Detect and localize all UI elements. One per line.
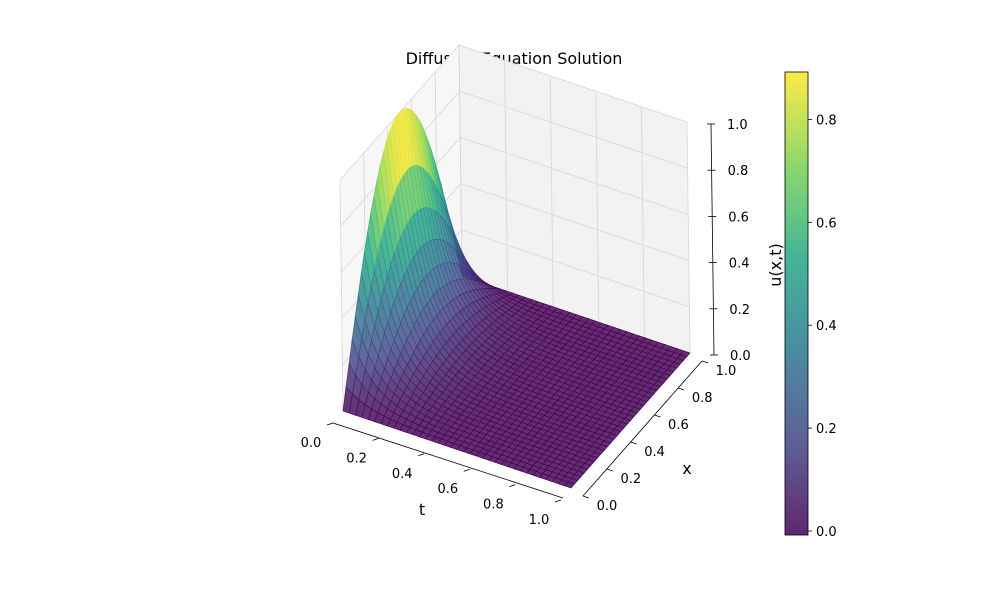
surface-facet xyxy=(564,481,575,489)
t-tick-mark xyxy=(509,484,516,487)
axes-ticks: 0.00.20.40.60.81.00.00.20.40.60.81.00.00… xyxy=(301,118,751,528)
t-tick-label: 0.8 xyxy=(483,498,504,513)
y-axis-label: x xyxy=(682,459,691,478)
x-tick-label: 0.6 xyxy=(668,418,689,433)
x-tick-mark xyxy=(654,414,661,418)
colorbar: 0.0 0.2 0.4 0.6 0.8 u(x,t) xyxy=(766,71,837,540)
t-tick-label: 0.4 xyxy=(392,467,413,482)
x-tick-label: 0.4 xyxy=(644,445,665,460)
colorbar-gradient xyxy=(784,71,809,536)
t-tick-mark xyxy=(554,499,562,503)
x-tick-label: 1.0 xyxy=(716,364,737,379)
x-tick-mark xyxy=(582,495,590,499)
x-tick-mark xyxy=(630,441,637,445)
colorbar-tick-label: 0.4 xyxy=(816,319,837,334)
z-tick-label: 0.8 xyxy=(728,164,749,179)
x-axis-label: t xyxy=(419,500,425,519)
z-tick-label: 0.2 xyxy=(729,303,750,318)
t-tick-label: 0.0 xyxy=(301,436,322,451)
x-axis-line xyxy=(582,360,703,497)
t-tick-label: 1.0 xyxy=(529,513,550,528)
colorbar-tick-label: 0.6 xyxy=(816,216,837,231)
x-tick-label: 0.8 xyxy=(692,391,713,406)
grid-line-z xyxy=(339,44,688,181)
colorbar-tick-label: 0.0 xyxy=(816,525,837,540)
colorbar-ticks: 0.0 0.2 0.4 0.6 0.8 xyxy=(808,113,837,540)
t-tick-mark xyxy=(326,422,334,426)
surface-plot xyxy=(342,108,691,489)
x-tick-mark xyxy=(678,387,685,391)
z-tick-label: 0.0 xyxy=(730,349,751,364)
colorbar-tick-label: 0.2 xyxy=(816,422,837,437)
z-tick-label: 0.4 xyxy=(729,257,750,272)
x-tick-label: 0.0 xyxy=(597,499,618,514)
z-tick-label: 0.6 xyxy=(728,210,749,225)
colorbar-label: u(x,t) xyxy=(766,243,785,286)
z-axis-line xyxy=(710,123,715,356)
t-tick-mark xyxy=(418,453,425,457)
t-tick-mark xyxy=(372,438,379,441)
axes-lines xyxy=(332,123,715,499)
colorbar-tick-label: 0.8 xyxy=(816,113,837,128)
z-tick-label: 1.0 xyxy=(727,118,748,133)
t-tick-label: 0.2 xyxy=(346,451,367,466)
t-axis-line xyxy=(332,422,564,499)
t-tick-mark xyxy=(463,468,470,472)
x-tick-label: 0.2 xyxy=(620,472,641,487)
t-tick-label: 0.6 xyxy=(437,482,458,497)
x-tick-mark xyxy=(606,468,613,472)
x-tick-mark xyxy=(701,360,709,364)
back-pane xyxy=(459,45,690,353)
